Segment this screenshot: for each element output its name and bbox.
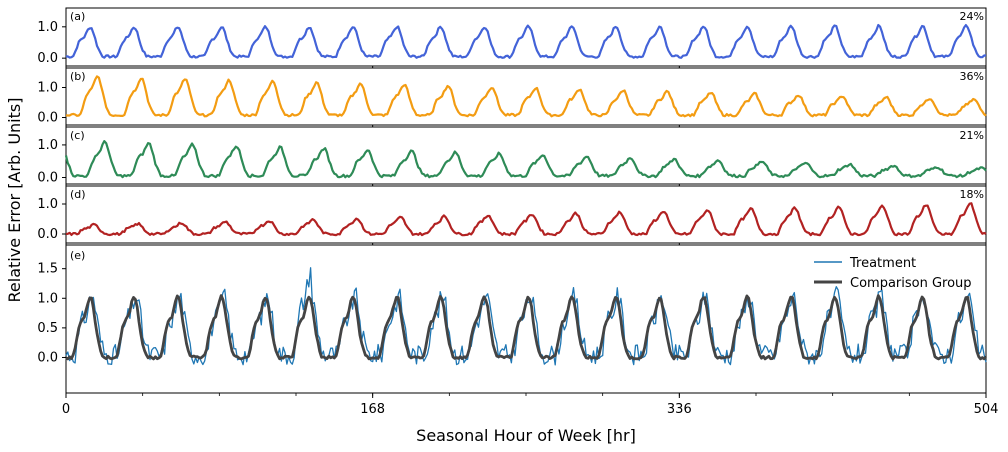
panel-frame: [65, 67, 987, 126]
comparison-line: [65, 294, 988, 361]
panel-label: (b): [70, 70, 86, 83]
y-tick-label: 1.0: [37, 81, 58, 96]
series-line: [65, 202, 987, 237]
y-tick-label: 1.5: [37, 262, 58, 277]
y-tick-label: 0.0: [37, 227, 58, 242]
series-line: [65, 75, 987, 118]
panel-frame: [65, 185, 987, 244]
x-tick-label: 504: [974, 402, 999, 417]
panel-percent: 18%: [960, 188, 984, 201]
panel-percent: 24%: [960, 10, 984, 23]
y-tick-label: 1.0: [37, 138, 58, 153]
legend-label-comparison: Comparison Group: [850, 276, 972, 291]
y-axis-label: Relative Error [Arb. Units]: [5, 98, 24, 303]
panel-label: (c): [70, 129, 85, 142]
series-line: [64, 140, 987, 179]
panel-frame: [65, 7, 987, 67]
x-axis-label: Seasonal Hour of Week [hr]: [416, 426, 636, 445]
panel-label: (d): [70, 188, 86, 201]
y-tick-label: 0.0: [37, 51, 58, 66]
x-tick-label: 0: [62, 402, 70, 417]
y-tick-label: 0.0: [37, 350, 58, 365]
panel-label: (e): [70, 249, 85, 262]
series-line: [65, 23, 986, 59]
y-tick-label: 1.0: [37, 20, 58, 35]
y-tick-label: 1.0: [37, 197, 58, 212]
y-tick-label: 1.0: [37, 291, 58, 306]
treatment-line: [65, 267, 987, 366]
y-tick-label: 0.5: [37, 321, 58, 336]
y-tick-label: 0.0: [37, 111, 58, 126]
panel-percent: 21%: [960, 129, 984, 142]
x-tick-label: 336: [667, 402, 692, 417]
panel-percent: 36%: [960, 70, 984, 83]
panel-label: (a): [70, 10, 85, 23]
panel-frame: [65, 244, 987, 394]
legend-label-treatment: Treatment: [849, 256, 916, 271]
y-tick-label: 0.0: [37, 170, 58, 185]
x-tick-label: 168: [360, 402, 385, 417]
